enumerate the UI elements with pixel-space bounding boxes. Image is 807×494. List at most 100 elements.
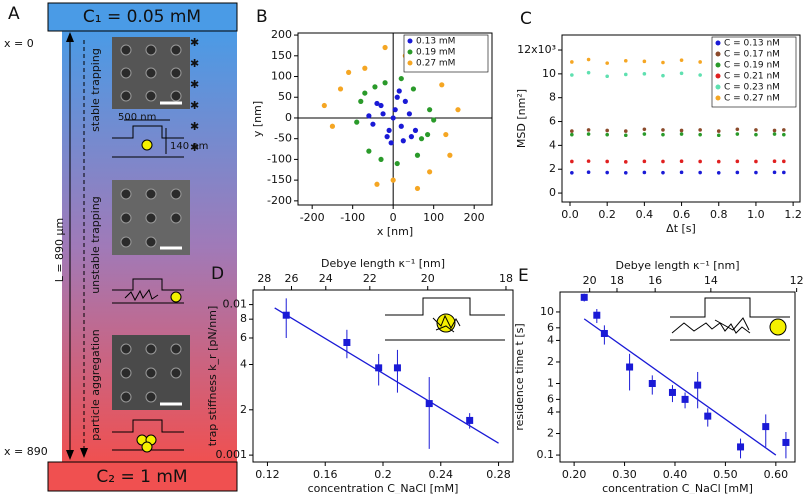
point [455, 107, 461, 113]
point [586, 170, 591, 174]
dim-width: 500 nm [118, 112, 156, 123]
y-tick-label: 4 [240, 357, 247, 370]
point [642, 132, 647, 136]
y-tick-label: 0 [285, 111, 292, 124]
point [406, 111, 412, 117]
point [772, 170, 777, 175]
point [679, 132, 684, 136]
point [378, 156, 384, 163]
point [570, 132, 574, 137]
x-tick-label: 0.2 [374, 468, 392, 481]
dim-depth: 140 nm [170, 141, 208, 152]
point [704, 412, 712, 420]
x2-tick-label: 14 [704, 274, 718, 287]
x-tick-label: 100 [423, 211, 444, 224]
point [570, 129, 574, 133]
x-tick-label: 1.2 [784, 208, 802, 221]
point [392, 107, 398, 113]
point [282, 311, 290, 319]
x-tick-label: 0.40 [663, 468, 688, 481]
legend-marker [715, 95, 721, 101]
svg-text:✱: ✱ [190, 120, 199, 133]
y-tick-label: 150 [271, 49, 292, 62]
point [321, 102, 327, 109]
svg-text:✱: ✱ [190, 57, 199, 70]
x-tick-label: 0.20 [562, 468, 587, 481]
point [737, 443, 745, 451]
y-tick-label: 1 [547, 377, 554, 390]
point [586, 159, 591, 163]
point [370, 121, 376, 127]
legend-label: C = 0.27 nM [724, 94, 780, 104]
point [570, 170, 574, 175]
point [642, 159, 647, 164]
point [661, 132, 665, 137]
point [661, 73, 665, 78]
x-tick-label: 0.2 [598, 208, 616, 221]
point [735, 132, 740, 136]
point [343, 338, 351, 346]
point [716, 159, 721, 164]
x-end: x = 890 [4, 445, 48, 458]
point [586, 128, 591, 132]
x-axis-label: x [nm] [377, 225, 413, 238]
svg-text:✱: ✱ [190, 36, 199, 49]
y-tick-label: -150 [267, 173, 292, 186]
point [427, 169, 433, 175]
point [418, 136, 425, 142]
x-tick-label: 0.8 [710, 208, 728, 221]
point [398, 75, 404, 82]
point [408, 134, 415, 140]
point [698, 128, 702, 132]
legend-label: C = 0.23 nM [724, 83, 780, 93]
point [782, 159, 786, 164]
point [642, 127, 647, 132]
point [586, 70, 591, 75]
legend-marker [407, 49, 413, 55]
point [400, 138, 406, 144]
y-tick-label: 4 [547, 405, 554, 418]
y-tick-label: -50 [274, 132, 292, 145]
point [642, 72, 647, 76]
y-tick-label: -200 [267, 194, 292, 207]
point [375, 364, 383, 372]
point [346, 69, 352, 75]
point [642, 170, 647, 175]
point [354, 119, 360, 125]
fit-line [274, 307, 499, 444]
point [661, 170, 665, 175]
point [414, 152, 421, 158]
point [427, 107, 433, 113]
point [439, 82, 445, 88]
point [694, 381, 702, 389]
legend-label: C = 0.19 nM [724, 61, 780, 71]
y-tick-label: 2 [547, 355, 554, 368]
point [605, 132, 609, 137]
y-tick-label: 2 [549, 162, 556, 175]
point [600, 329, 608, 337]
point [605, 74, 609, 79]
legend-label: 0.27 mM [416, 59, 455, 69]
point [580, 293, 588, 301]
point [698, 132, 702, 137]
x-tick-label: 0.12 [255, 468, 280, 481]
point [384, 134, 390, 140]
x-tick-label: 200 [464, 211, 485, 224]
legend-box [403, 34, 489, 73]
point [698, 60, 702, 64]
region-label: unstable trapping [89, 196, 102, 294]
point [393, 364, 401, 372]
point [681, 395, 689, 403]
point [362, 65, 368, 71]
point [698, 170, 702, 175]
point [754, 132, 758, 137]
point [382, 44, 388, 51]
x2-tick-label: 20 [583, 274, 597, 287]
panel-label: B [256, 7, 268, 27]
panel-label: D [211, 264, 224, 284]
top-concentration: C₁ = 0.05 mM [83, 7, 201, 27]
y-tick-label: 0.001 [216, 448, 248, 461]
point [623, 133, 628, 138]
point [605, 61, 609, 65]
